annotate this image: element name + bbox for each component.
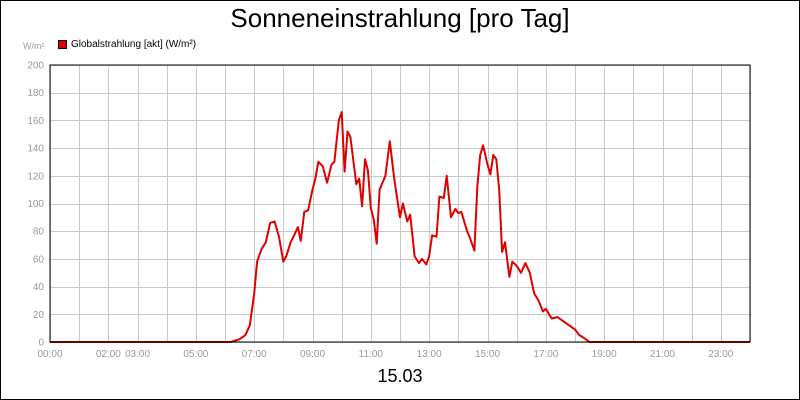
chart-title: Sonneneinstrahlung [pro Tag] — [230, 3, 570, 33]
series-line-globalstrahlung — [50, 111, 750, 343]
y-axis-unit-label: W/m² — [23, 41, 45, 51]
x-tick-label: 00:00 — [37, 349, 62, 360]
x-tick-label: 17:00 — [533, 349, 558, 360]
y-tick-label: 160 — [27, 116, 44, 127]
x-tick-label: 11:00 — [359, 349, 384, 360]
y-tick-label: 120 — [27, 171, 44, 182]
x-axis-date-label: 15.03 — [377, 366, 423, 386]
y-tick-label: 80 — [33, 227, 45, 238]
y-tick-label: 20 — [33, 310, 45, 321]
x-tick-label: 13:00 — [417, 349, 442, 360]
x-tick-label: 03:00 — [125, 349, 150, 360]
x-tick-label: 15:00 — [475, 349, 500, 360]
legend: Globalstrahlung [akt] (W/m²) — [58, 38, 196, 50]
y-tick-label: 140 — [27, 144, 44, 155]
x-axis-ticks: 00:00 02:00 03:00 05:00 07:00 09:00 11:00 13:00… — [37, 349, 733, 360]
y-tick-label: 180 — [27, 88, 44, 99]
y-tick-label: 40 — [33, 282, 45, 293]
y-tick-label: 0 — [38, 338, 44, 349]
x-tick-label: 07:00 — [242, 349, 267, 360]
x-tick-label: 05:00 — [183, 349, 208, 360]
plot-border — [49, 64, 751, 343]
y-tick-label: 200 — [27, 61, 44, 72]
x-tick-label: 19:00 — [592, 349, 617, 360]
legend-label: Globalstrahlung [akt] (W/m²) — [71, 38, 197, 50]
y-tick-label: 60 — [33, 254, 45, 265]
y-axis-ticks: 0 20 40 60 80 100 120 140 160 180 200 — [27, 61, 44, 349]
y-tick-label: 100 — [27, 199, 44, 210]
x-tick-label: 21:00 — [650, 349, 675, 360]
x-tick-label: 09:00 — [300, 349, 325, 360]
x-tick-label: 23:00 — [708, 349, 733, 360]
x-tick-label: 02:00 — [96, 349, 121, 360]
legend-swatch — [58, 39, 67, 49]
